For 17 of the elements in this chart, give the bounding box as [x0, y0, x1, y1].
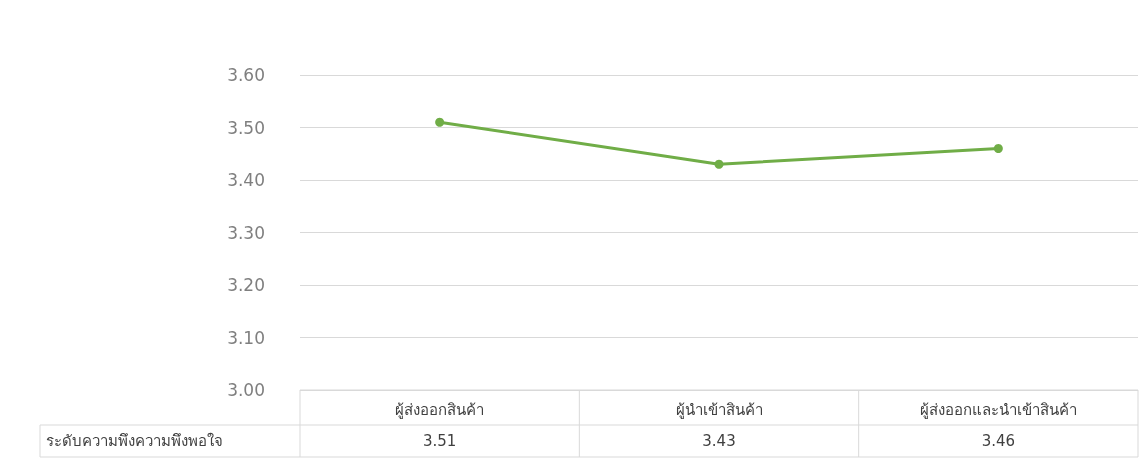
y-tick-label: 3.40	[227, 170, 265, 190]
y-tick-label: 3.00	[227, 380, 265, 400]
x-tick-label: ผู้ส่งออกและนำเข้าสินค้า	[919, 400, 1077, 419]
y-tick-label: 3.10	[227, 327, 265, 348]
point	[435, 117, 445, 127]
x-tick-label: ผู้นำเข้าสินค้า	[675, 400, 763, 419]
data-label: 3.51	[422, 432, 457, 450]
point	[993, 144, 1003, 153]
data-label: 3.43	[702, 432, 736, 450]
x-tick-label: ผู้ส่งออกสินค้า	[395, 400, 485, 419]
y-tick-label: 3.30	[227, 222, 265, 243]
point	[714, 159, 724, 169]
y-tick-label: 3.60	[227, 65, 265, 85]
y-tick-label: 3.20	[227, 275, 265, 295]
text: ระดับความพึงความพึงพอใจ	[46, 432, 223, 450]
data-label: 3.46	[981, 432, 1016, 450]
y-tick-label: 3.50	[227, 117, 265, 138]
